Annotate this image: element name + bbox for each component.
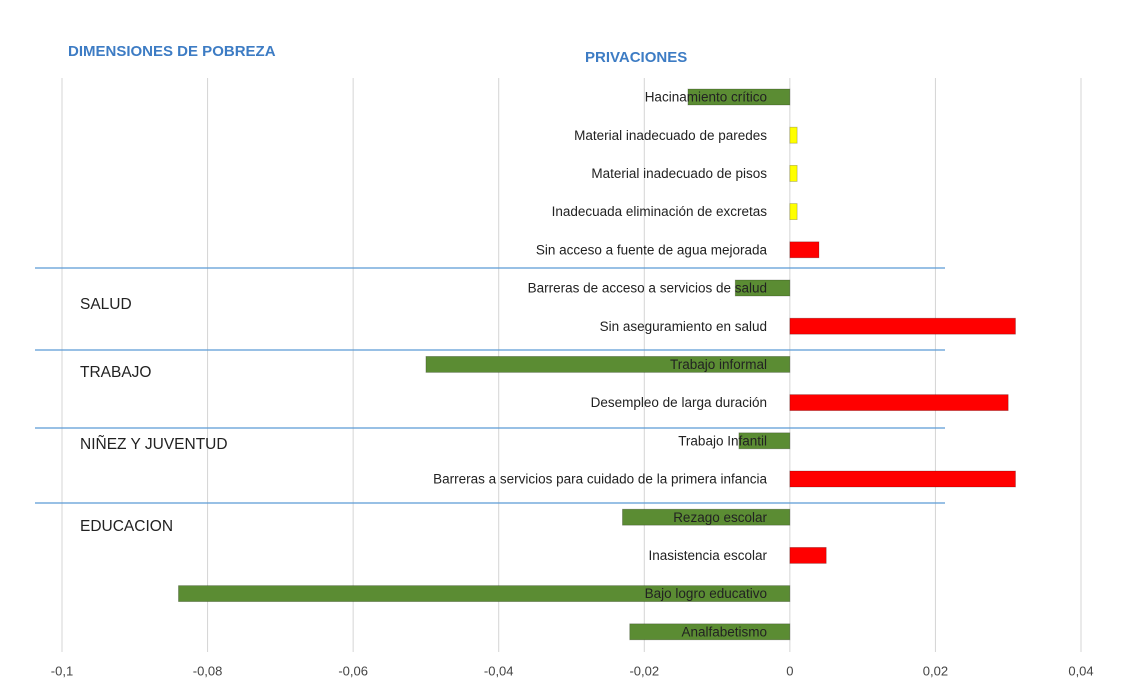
bar — [789, 164, 798, 182]
x-tick-label: 0,02 — [923, 663, 948, 678]
bar — [789, 126, 798, 144]
bar — [738, 432, 791, 450]
category-label: Desempleo de larga duración — [591, 395, 767, 410]
group-label: EDUCACION — [80, 518, 173, 535]
group-label: SALUD — [80, 296, 132, 313]
x-tick-label: -0,08 — [193, 663, 223, 678]
group-label: TRABAJO — [80, 364, 151, 381]
bar — [789, 241, 820, 259]
bar — [734, 279, 791, 297]
x-tick-label: 0 — [786, 663, 793, 678]
bar — [687, 88, 791, 106]
x-tick-label: -0,04 — [484, 663, 514, 678]
category-label: Barreras de acceso a servicios de salud — [528, 281, 767, 296]
bar — [789, 470, 1016, 488]
x-tick-label: -0,1 — [51, 663, 73, 678]
bar — [789, 203, 798, 221]
category-label: Sin aseguramiento en salud — [600, 319, 767, 334]
category-label: Rezago escolar — [673, 510, 767, 525]
bar — [178, 585, 791, 602]
group-label: NIÑEZ Y JUVENTUD — [80, 436, 228, 453]
x-tick-label: -0,02 — [629, 663, 659, 678]
category-label: Barreras a servicios para cuidado de la … — [433, 472, 767, 487]
bar — [789, 317, 1016, 335]
category-label: Bajo logro educativo — [645, 586, 767, 601]
x-tick-label: -0,06 — [338, 663, 368, 678]
bar — [622, 508, 791, 526]
category-label: Trabajo Infantil — [678, 433, 767, 448]
x-tick-label: 0,04 — [1068, 663, 1093, 678]
category-label: Hacinamiento crítico — [645, 90, 767, 105]
dimension-title: DIMENSIONES DE POBREZA — [68, 43, 276, 60]
bar — [425, 355, 791, 373]
category-label: Trabajo informal — [670, 357, 767, 372]
category-label: Analfabetismo — [681, 624, 767, 639]
category-label: Inadecuada eliminación de excretas — [552, 204, 768, 219]
bar — [789, 547, 827, 564]
category-label: Inasistencia escolar — [648, 548, 767, 563]
category-label: Material inadecuado de paredes — [574, 128, 767, 143]
category-label: Sin acceso a fuente de agua mejorada — [536, 242, 768, 257]
chart-title: PRIVACIONES — [585, 49, 687, 66]
bar — [789, 394, 1009, 412]
category-label: Material inadecuado de pisos — [591, 166, 767, 181]
bar — [629, 623, 791, 641]
